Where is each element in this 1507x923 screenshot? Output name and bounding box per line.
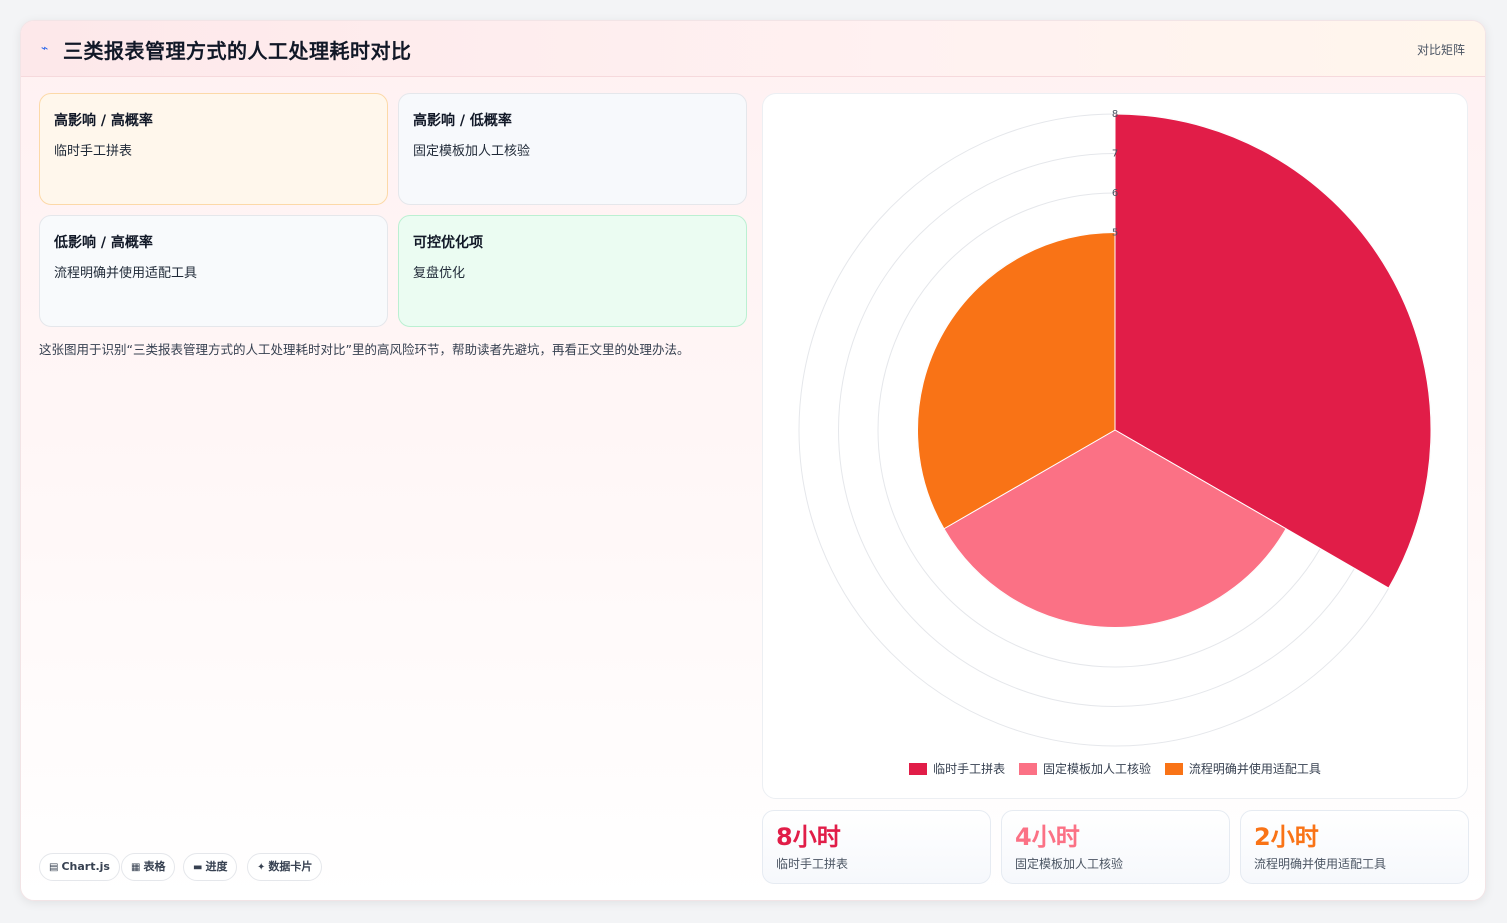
matrix-tile-title: 低影响 / 高概率 — [54, 235, 153, 251]
chip-table[interactable]: ▦ 表格 — [121, 853, 176, 881]
report-card: ⌁ 三类报表管理方式的人工处理耗时对比 对比矩阵 高影响 / 高概率 临时手工拼… — [20, 20, 1486, 901]
legend-swatch — [1018, 763, 1037, 775]
stat-value: 4小时 — [1015, 823, 1080, 851]
matrix-tile-high-high: 高影响 / 高概率 临时手工拼表 — [39, 93, 388, 205]
sparkle-icon: ✦ — [257, 862, 266, 873]
matrix-tile-low-high: 低影响 / 高概率 流程明确并使用适配工具 — [39, 215, 388, 327]
stat-value: 8小时 — [776, 823, 841, 851]
chip-data-card[interactable]: ✦ 数据卡片 — [247, 853, 323, 881]
legend-swatch — [1164, 763, 1183, 775]
matrix-tile-title: 高影响 / 高概率 — [54, 113, 153, 129]
matrix-tile-body: 流程明确并使用适配工具 — [54, 266, 198, 281]
chart-chip-icon: ▤ — [49, 862, 59, 873]
matrix-tile-body: 固定模板加人工核验 — [413, 144, 531, 159]
legend-item[interactable]: 固定模板加人工核验 — [1018, 760, 1151, 777]
stat-label: 流程明确并使用适配工具 — [1254, 857, 1387, 871]
left-panel: 高影响 / 高概率 临时手工拼表 高影响 / 低概率 固定模板加人工核验 低影响… — [39, 93, 747, 883]
stat-card: 4小时 固定模板加人工核验 — [1001, 810, 1230, 884]
stat-card: 8小时 临时手工拼表 — [762, 810, 991, 884]
legend-item[interactable]: 临时手工拼表 — [909, 760, 1005, 777]
header-tag: 对比矩阵 — [1416, 43, 1465, 57]
stat-label: 临时手工拼表 — [776, 857, 849, 871]
polar-area-chart: 5 6 7 8 — [798, 109, 1432, 747]
page-title: 三类报表管理方式的人工处理耗时对比 — [63, 39, 412, 63]
progress-icon: ▬ — [193, 862, 203, 873]
description-note: 这张图用于识别“三类报表管理方式的人工处理耗时对比”里的高风险环节，帮助读者先避… — [39, 342, 690, 357]
matrix-tile-controllable: 可控优化项 复盘优化 — [398, 215, 747, 327]
chip-label: 表格 — [143, 860, 166, 873]
radial-tick-label: 8 — [1112, 109, 1118, 120]
matrix-tile-body: 临时手工拼表 — [54, 144, 133, 159]
chip-label: 进度 — [205, 860, 228, 873]
chip-progress[interactable]: ▬ 进度 — [183, 853, 238, 881]
chart-panel: 5 6 7 8 临时手工拼表 固定模板加人工核验 流程明确并使用适配工具 — [762, 93, 1468, 799]
legend-label: 临时手工拼表 — [933, 762, 1006, 776]
polar-sector[interactable] — [1114, 113, 1432, 589]
stat-card: 2小时 流程明确并使用适配工具 — [1240, 810, 1469, 884]
header-bar: ⌁ 三类报表管理方式的人工处理耗时对比 对比矩阵 — [21, 21, 1485, 77]
matrix-tile-body: 复盘优化 — [413, 266, 466, 281]
legend-label: 流程明确并使用适配工具 — [1188, 762, 1321, 776]
stat-label: 固定模板加人工核验 — [1015, 857, 1124, 871]
polar-sector[interactable] — [917, 231, 1116, 530]
matrix-tile-high-low: 高影响 / 低概率 固定模板加人工核验 — [398, 93, 747, 205]
table-icon: ▦ — [131, 862, 141, 873]
matrix-tile-title: 高影响 / 低概率 — [413, 113, 512, 129]
legend-label: 固定模板加人工核验 — [1042, 762, 1151, 776]
chip-label: Chart.js — [61, 860, 110, 873]
chip-label: 数据卡片 — [268, 860, 313, 873]
chart-icon: ⌁ — [41, 41, 49, 55]
chart-legend: 临时手工拼表 固定模板加人工核验 流程明确并使用适配工具 — [763, 760, 1467, 780]
radial-tick-label: 5 — [1112, 228, 1118, 239]
radial-tick-label: 6 — [1112, 188, 1118, 199]
chip-chartjs[interactable]: ▤ Chart.js — [39, 853, 120, 881]
legend-item[interactable]: 流程明确并使用适配工具 — [1164, 760, 1321, 777]
stat-value: 2小时 — [1254, 823, 1319, 851]
legend-swatch — [909, 763, 928, 775]
radial-tick-label: 7 — [1112, 149, 1118, 160]
matrix-tile-title: 可控优化项 — [413, 235, 483, 251]
